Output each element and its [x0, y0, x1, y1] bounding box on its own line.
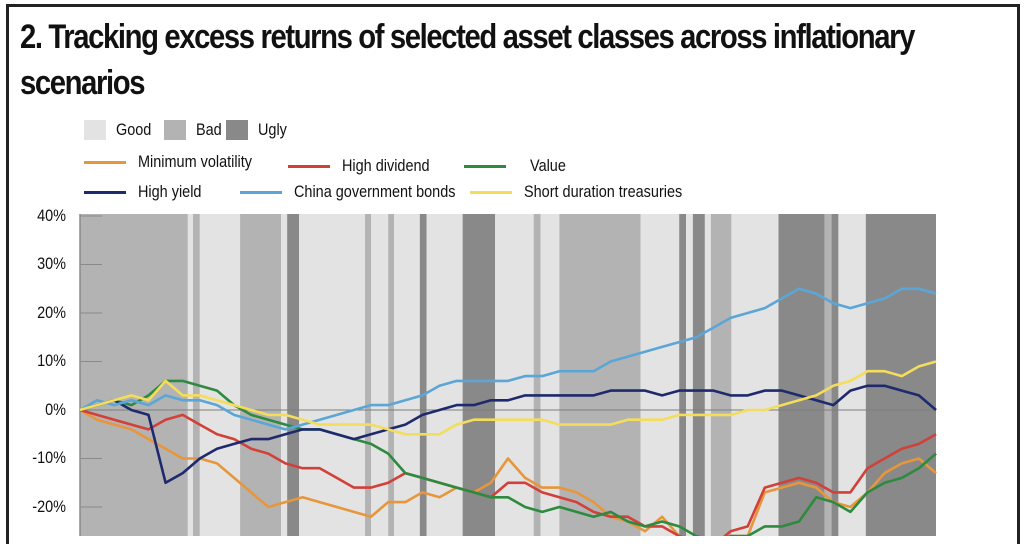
line-swatch-icon — [240, 190, 282, 194]
y-tick-label: 0% — [45, 400, 66, 419]
ugly-swatch-icon — [226, 120, 248, 140]
regime-band-bad — [388, 214, 395, 536]
y-tick-label: -10% — [32, 448, 66, 467]
legend-series-value: Value — [464, 156, 572, 176]
line-swatch-icon — [470, 190, 512, 194]
regime-band-good — [371, 214, 389, 536]
regime-band-ugly — [287, 214, 300, 536]
regime-band-good — [187, 214, 193, 536]
line-swatch-icon — [84, 160, 126, 164]
regime-band-bad — [365, 214, 372, 536]
line-swatch-icon — [464, 164, 506, 168]
bad-swatch-icon — [164, 120, 186, 140]
legend-series-high-dividend: High dividend — [288, 156, 445, 176]
regime-band-ugly — [679, 214, 687, 536]
legend-regime-ugly: Ugly — [226, 120, 292, 140]
legend-series-short-duration-treasuries: Short duration treasuries — [470, 182, 710, 202]
line-swatch-icon — [84, 190, 126, 194]
regime-band-ugly — [692, 214, 705, 536]
regime-band-bad — [710, 214, 732, 536]
series-line-value — [79, 379, 937, 536]
series-line-minimum-volatility — [79, 408, 937, 536]
legend-series-high-yield: High yield — [84, 182, 213, 202]
series-line-high-yield — [79, 384, 937, 485]
legend-regime-bad: Bad — [164, 120, 226, 140]
line-swatch-icon — [288, 164, 330, 168]
y-tick-label: 20% — [37, 303, 66, 322]
regime-band-good — [731, 214, 779, 536]
regime-band-bad — [824, 214, 832, 536]
legend-regime-good: Good — [84, 120, 158, 140]
y-tick-label: 30% — [37, 254, 66, 273]
regime-band-ugly — [831, 214, 839, 536]
regime-band-bad — [80, 214, 188, 536]
regime-band-good — [686, 214, 693, 536]
regime-band-bad — [559, 214, 641, 536]
regime-band-ugly — [419, 214, 427, 536]
regime-band-good — [199, 214, 241, 536]
chart-title: 2. Tracking excess returns of selected a… — [20, 18, 915, 102]
regime-band-bad — [240, 214, 282, 536]
y-tick-label: 10% — [37, 351, 66, 370]
series-line-short-duration-treasuries — [79, 360, 937, 436]
y-tick-label: -20% — [32, 497, 66, 516]
good-swatch-icon — [84, 120, 106, 140]
series-line-high-dividend — [79, 408, 937, 536]
regime-band-ugly — [462, 214, 496, 536]
regime-band-good — [394, 214, 420, 536]
y-tick-label: 40% — [37, 206, 66, 225]
series-line-china-government-bonds — [79, 287, 937, 431]
regime-band-good — [640, 214, 680, 536]
regime-band-good — [299, 214, 366, 536]
regime-band-bad — [192, 214, 200, 536]
regime-band-good — [281, 214, 288, 536]
regime-band-good — [426, 214, 463, 536]
legend-series-china-government-bonds: China government bonds — [240, 182, 484, 202]
legend-series-minimum-volatility: Minimum volatility — [84, 152, 272, 172]
regime-band-good — [704, 214, 711, 536]
